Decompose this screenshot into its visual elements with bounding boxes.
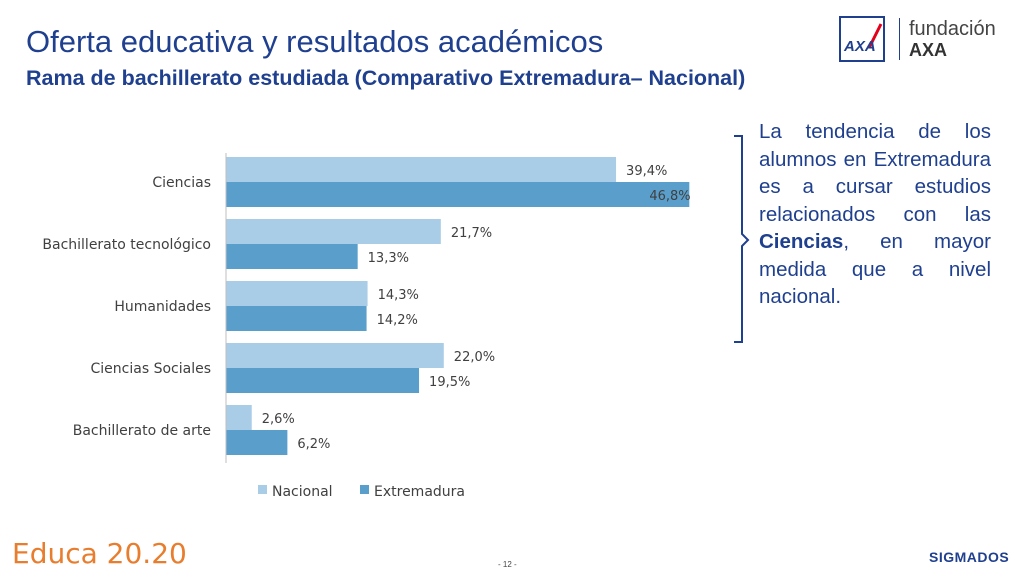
category-label: Bachillerato tecnológico [42, 237, 211, 253]
bar-extremadura [226, 182, 690, 207]
legend-label: Nacional [272, 484, 333, 500]
data-label: 14,2% [377, 313, 418, 328]
sigmados-logo: SIGMADOS [929, 549, 1010, 565]
note-text-start: La tendencia de los alumnos en Extremadu… [759, 120, 991, 226]
bar-extremadura [226, 430, 288, 455]
note-text-end: , en mayor medida que a nivel nacional. [759, 230, 991, 308]
legend-label: Extremadura [374, 484, 465, 500]
axa-mark-text: AXA [843, 38, 876, 55]
page-title: Oferta educativa y resultados académicos [26, 24, 604, 59]
note-highlight: Ciencias [759, 230, 844, 253]
axa-logo-mark: AXA [839, 16, 885, 62]
bar-nacional [226, 281, 368, 306]
bar-nacional [226, 405, 252, 430]
category-label: Ciencias [152, 175, 211, 191]
data-label: 19,5% [429, 375, 470, 390]
bar-nacional [226, 219, 441, 244]
logo-separator [899, 18, 900, 60]
bar-extremadura [226, 306, 367, 331]
bar-nacional [226, 343, 444, 368]
logo-word-fundacion: fundación [909, 18, 996, 40]
data-label: 6,2% [297, 437, 330, 452]
bar-chart: Ciencias 39,4% 46,8% Bachillerato tecnológi… [42, 153, 691, 500]
chart-legend: Nacional Extremadura [258, 484, 465, 500]
educa-brand-logo: Educa 20.20 [12, 537, 187, 570]
chart-bars: Ciencias 39,4% 46,8% Bachillerato tecnológi… [42, 157, 691, 455]
insight-note: La tendencia de los alumnos en Extremadu… [759, 118, 991, 311]
axa-mark-icon: AXA [843, 23, 883, 55]
data-label: 46,8% [649, 189, 690, 204]
bar-nacional [226, 157, 617, 182]
data-label: 14,3% [378, 288, 419, 303]
data-label: 13,3% [368, 251, 409, 266]
data-label: 22,0% [454, 350, 495, 365]
bar-extremadura [226, 244, 358, 269]
data-label: 2,6% [262, 412, 295, 427]
logo-word-axa: AXA [909, 40, 948, 60]
data-label: 21,7% [451, 226, 492, 241]
legend-swatch-extremadura [360, 485, 369, 494]
fundacion-axa-logo: AXA fundación AXA [839, 16, 1007, 64]
data-label: 39,4% [626, 164, 667, 179]
category-label: Humanidades [114, 299, 211, 315]
category-label: Bachillerato de arte [73, 423, 211, 439]
category-label: Ciencias Sociales [91, 361, 211, 377]
page-subtitle: Rama de bachillerato estudiada (Comparat… [26, 66, 746, 90]
legend-swatch-nacional [258, 485, 267, 494]
right-brace-icon [734, 135, 750, 343]
bar-extremadura [226, 368, 420, 393]
page-number: - 12 - [498, 560, 517, 569]
